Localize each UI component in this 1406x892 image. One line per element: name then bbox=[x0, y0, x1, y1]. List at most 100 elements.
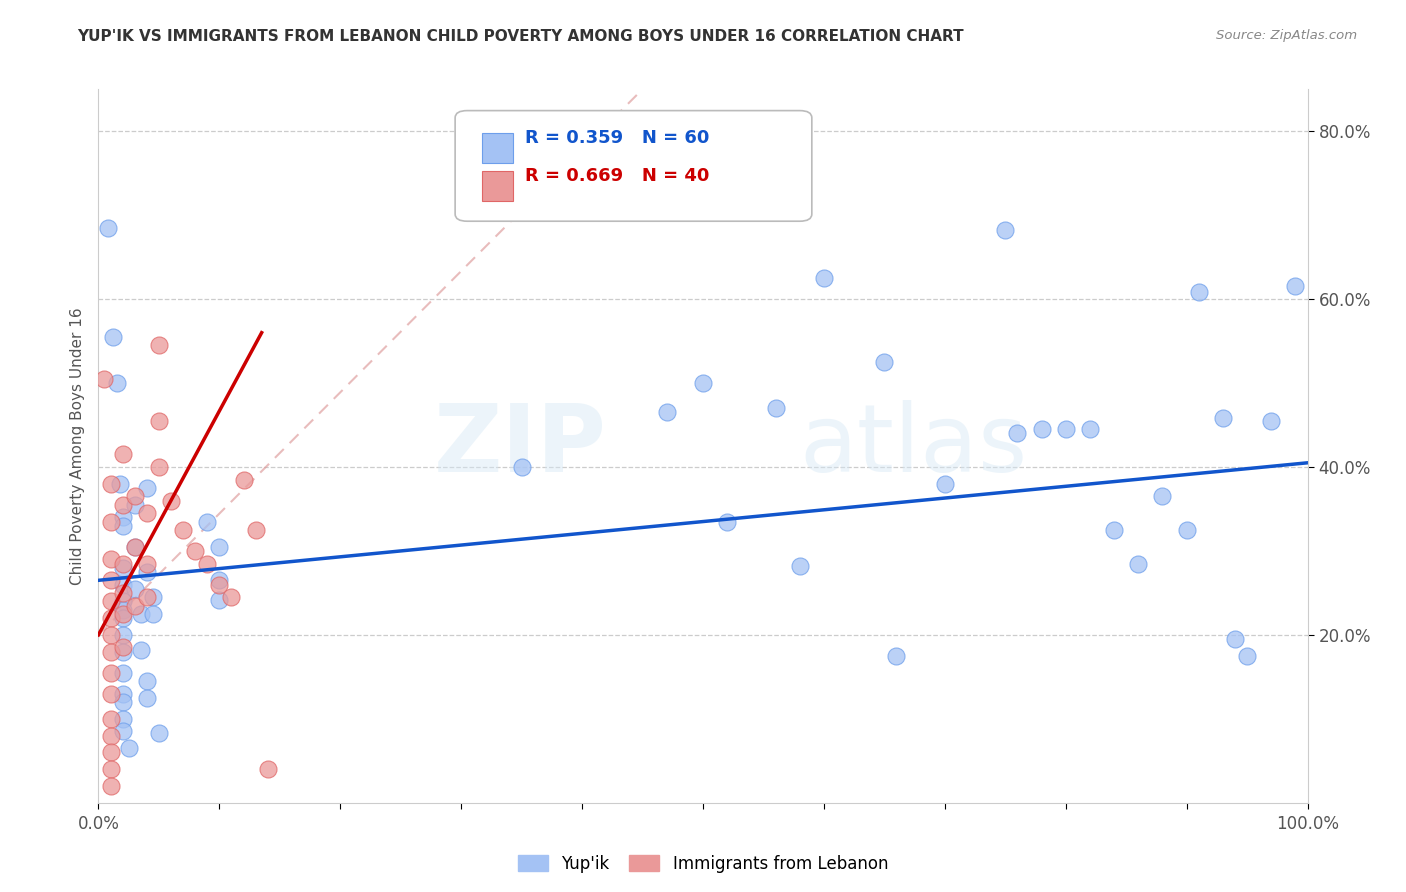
Text: R = 0.669   N = 40: R = 0.669 N = 40 bbox=[526, 168, 710, 186]
Point bbox=[232, 473, 254, 487]
Point bbox=[100, 746, 122, 760]
Point bbox=[111, 607, 134, 621]
Point bbox=[813, 271, 835, 285]
Point bbox=[111, 510, 134, 524]
Point bbox=[111, 665, 134, 680]
Point bbox=[105, 376, 128, 390]
Point bbox=[100, 594, 122, 608]
Point bbox=[655, 405, 678, 419]
Point bbox=[124, 599, 146, 613]
Point bbox=[208, 574, 231, 588]
Point bbox=[1212, 411, 1234, 425]
Point bbox=[142, 607, 165, 621]
Point bbox=[135, 506, 157, 520]
Point bbox=[100, 515, 122, 529]
Point bbox=[100, 762, 122, 776]
Point bbox=[135, 481, 157, 495]
Point bbox=[886, 648, 908, 663]
Point bbox=[135, 565, 157, 579]
Legend: Yup'ik, Immigrants from Lebanon: Yup'ik, Immigrants from Lebanon bbox=[512, 848, 894, 880]
Text: atlas: atlas bbox=[800, 400, 1028, 492]
Point bbox=[1128, 557, 1150, 571]
Point bbox=[100, 611, 122, 625]
Point bbox=[142, 590, 165, 604]
Point bbox=[195, 557, 218, 571]
Text: YUP'IK VS IMMIGRANTS FROM LEBANON CHILD POVERTY AMONG BOYS UNDER 16 CORRELATION : YUP'IK VS IMMIGRANTS FROM LEBANON CHILD … bbox=[77, 29, 965, 44]
Point bbox=[135, 674, 157, 689]
Point bbox=[100, 645, 122, 659]
Point bbox=[100, 665, 122, 680]
Point bbox=[208, 540, 231, 554]
Point bbox=[100, 712, 122, 726]
Point bbox=[1054, 422, 1077, 436]
Point bbox=[160, 493, 183, 508]
Point bbox=[101, 330, 124, 344]
Point bbox=[1188, 285, 1211, 300]
Point bbox=[135, 690, 157, 705]
Point bbox=[1102, 523, 1125, 537]
Point bbox=[124, 498, 146, 512]
Point bbox=[208, 577, 231, 591]
Point bbox=[1078, 422, 1101, 436]
FancyBboxPatch shape bbox=[482, 171, 513, 202]
Point bbox=[873, 355, 896, 369]
Point bbox=[111, 560, 134, 574]
Point bbox=[994, 223, 1017, 237]
Point bbox=[124, 489, 146, 503]
Point bbox=[111, 603, 134, 617]
Point bbox=[100, 628, 122, 642]
FancyBboxPatch shape bbox=[482, 133, 513, 162]
Point bbox=[1152, 489, 1174, 503]
Point bbox=[1223, 632, 1246, 646]
Point bbox=[100, 687, 122, 701]
Point bbox=[111, 628, 134, 642]
Point bbox=[124, 582, 146, 596]
Point bbox=[93, 372, 115, 386]
Point bbox=[111, 518, 134, 533]
Point bbox=[111, 447, 134, 461]
Point bbox=[111, 695, 134, 709]
Point bbox=[100, 552, 122, 566]
Point bbox=[1236, 648, 1258, 663]
Point bbox=[135, 557, 157, 571]
Point bbox=[124, 540, 146, 554]
Point bbox=[111, 594, 134, 608]
Point bbox=[148, 414, 170, 428]
Point bbox=[111, 586, 134, 600]
Point bbox=[111, 724, 134, 739]
Point bbox=[124, 540, 146, 554]
Point bbox=[129, 643, 152, 657]
Point bbox=[148, 338, 170, 352]
Point bbox=[208, 592, 231, 607]
Point bbox=[111, 687, 134, 701]
Point bbox=[100, 779, 122, 793]
Point bbox=[1007, 426, 1029, 441]
Point bbox=[221, 590, 243, 604]
Point bbox=[129, 607, 152, 621]
Point bbox=[111, 640, 134, 655]
Point bbox=[135, 590, 157, 604]
Point bbox=[256, 762, 278, 776]
Text: Source: ZipAtlas.com: Source: ZipAtlas.com bbox=[1216, 29, 1357, 42]
Point bbox=[100, 574, 122, 588]
Point bbox=[97, 220, 120, 235]
Text: ZIP: ZIP bbox=[433, 400, 606, 492]
Point bbox=[148, 726, 170, 740]
Point bbox=[716, 515, 738, 529]
Point bbox=[934, 476, 956, 491]
Point bbox=[1175, 523, 1198, 537]
Point bbox=[111, 611, 134, 625]
Point bbox=[692, 376, 714, 390]
Point bbox=[172, 523, 194, 537]
Point bbox=[1260, 414, 1282, 428]
Point bbox=[100, 476, 122, 491]
Text: R = 0.359   N = 60: R = 0.359 N = 60 bbox=[526, 128, 710, 146]
Point bbox=[789, 559, 811, 574]
Point bbox=[100, 729, 122, 743]
Point bbox=[111, 498, 134, 512]
Point bbox=[1031, 422, 1053, 436]
Point bbox=[111, 557, 134, 571]
Point bbox=[111, 577, 134, 591]
Point bbox=[1284, 279, 1306, 293]
Point bbox=[184, 544, 207, 558]
